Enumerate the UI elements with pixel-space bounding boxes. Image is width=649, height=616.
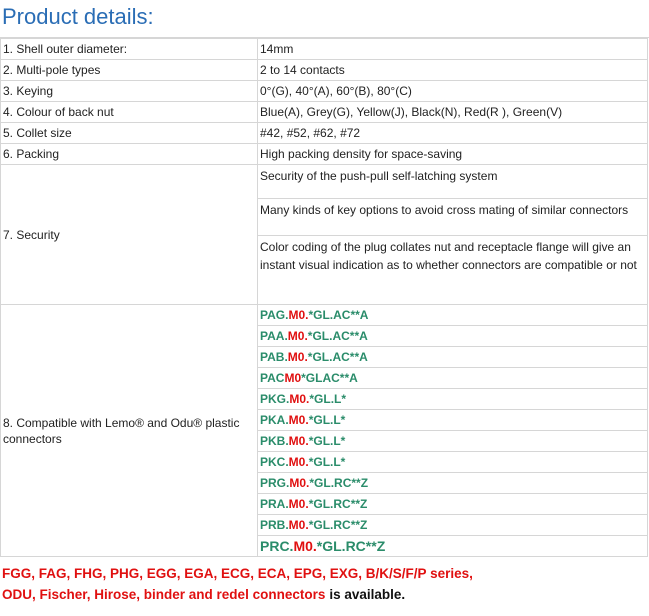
part-number: PAB.M0.*GL.AC**A [258, 347, 647, 368]
part-number: PRC.M0.*GL.RC**Z [258, 536, 647, 556]
part-segment: *GL.L* [308, 413, 346, 427]
row-value: 0°(G), 40°(A), 60°(B), 80°(C) [257, 80, 648, 102]
part-segment: PRB. [260, 518, 289, 532]
part-segment: M0. [288, 455, 309, 469]
row-label: 7. Security [0, 164, 258, 305]
series-text: FGG, FAG, FHG, PHG, EGG, EGA, ECG, ECA, … [2, 566, 473, 581]
table-row: 6. Packing High packing density for space… [0, 143, 648, 165]
part-segment: *GL.RC**Z [308, 497, 368, 511]
row-value: #42, #52, #62, #72 [257, 122, 648, 144]
part-number: PKG.M0.*GL.L* [258, 389, 647, 410]
footer-line: ODU, Fischer, Hirose, binder and redel c… [2, 584, 647, 605]
table-row: 3. Keying 0°(G), 40°(A), 60°(B), 80°(C) [0, 80, 648, 102]
table-row: 4. Colour of back nut Blue(A), Grey(G), Y… [0, 101, 648, 123]
security-item: Color coding of the plug collates nut an… [260, 240, 637, 272]
part-segment: *GL.L* [308, 455, 346, 469]
part-segment: PAB. [260, 350, 288, 364]
table-row: 1. Shell outer diameter: 14mm [0, 38, 648, 60]
part-segment: *GL.RC**Z [309, 476, 369, 490]
security-item: Security of the push-pull self-latching … [258, 165, 647, 199]
part-segment: M0. [287, 350, 308, 364]
part-segment: M0. [289, 392, 310, 406]
part-segment: M0. [287, 329, 308, 343]
part-segment: PAA. [260, 329, 288, 343]
part-segment: M0. [288, 518, 309, 532]
part-number: PACM0*GLAC**A [258, 368, 647, 389]
part-segment: M0 [284, 371, 302, 385]
row-value: High packing density for space-saving [257, 143, 648, 165]
row-label: 1. Shell outer diameter: [0, 38, 258, 60]
part-segment: PKA. [260, 413, 289, 427]
row-label: 6. Packing [0, 143, 258, 165]
row-value: Blue(A), Grey(G), Yellow(J), Black(N), R… [257, 101, 648, 123]
part-segment: PKG. [260, 392, 290, 406]
row-value: 2 to 14 contacts [257, 59, 648, 81]
part-segment: M0. [288, 413, 309, 427]
row-label: 4. Colour of back nut [0, 101, 258, 123]
part-number: PKC.M0.*GL.L* [258, 452, 647, 473]
part-segment: M0. [288, 308, 309, 322]
row-value: PAG.M0.*GL.AC**A PAA.M0.*GL.AC**A PAB.M0.*… [257, 304, 648, 557]
part-number: PAA.M0.*GL.AC**A [258, 326, 647, 347]
page-title: Product details: [0, 0, 649, 38]
part-segment: *GL.L* [309, 392, 347, 406]
part-segment: PAC [260, 371, 285, 385]
part-number: PKB.M0.*GL.L* [258, 431, 647, 452]
row-value: Security of the push-pull self-latching … [257, 164, 648, 305]
row-label: 8. Compatible with Lemo® and Odu® plasti… [0, 304, 258, 557]
table-row: 5. Collet size #42, #52, #62, #72 [0, 122, 648, 144]
part-segment: PRG. [260, 476, 290, 490]
table-row: 2. Multi-pole types 2 to 14 contacts [0, 59, 648, 81]
part-segment: M0. [289, 476, 310, 490]
row-label: 3. Keying [0, 80, 258, 102]
part-number: PRG.M0.*GL.RC**Z [258, 473, 647, 494]
part-number: PRA.M0.*GL.RC**Z [258, 494, 647, 515]
part-segment: *GL.AC**A [308, 308, 369, 322]
part-segment: *GLAC**A [301, 371, 358, 385]
part-segment: M0. [293, 538, 317, 554]
part-segment: PAG. [260, 308, 289, 322]
part-segment: PKC. [260, 455, 289, 469]
row-label: 5. Collet size [0, 122, 258, 144]
part-segment: *GL.AC**A [307, 350, 368, 364]
part-number: PRB.M0.*GL.RC**Z [258, 515, 647, 536]
part-segment: PKB. [260, 434, 289, 448]
note-text: is available. [329, 587, 406, 602]
part-segment: *GL.AC**A [307, 329, 368, 343]
security-item: Many kinds of key options to avoid cross… [258, 199, 647, 236]
brands-text: ODU, Fischer, Hirose, binder and redel c… [2, 587, 326, 602]
part-segment: *GL.L* [308, 434, 346, 448]
part-number: PAG.M0.*GL.AC**A [258, 305, 647, 326]
part-segment: M0. [288, 497, 309, 511]
part-number: PKA.M0.*GL.L* [258, 410, 647, 431]
footer-line: FGG, FAG, FHG, PHG, EGG, EGA, ECG, ECA, … [2, 563, 647, 584]
part-segment: PRA. [260, 497, 289, 511]
details-table: 1. Shell outer diameter: 14mm 2. Multi-pol… [0, 38, 648, 557]
part-segment: *GL.RC**Z [316, 538, 386, 554]
row-value: 14mm [257, 38, 648, 60]
footer: FGG, FAG, FHG, PHG, EGG, EGA, ECG, ECA, … [0, 557, 649, 605]
part-segment: *GL.RC**Z [308, 518, 368, 532]
part-segment: PRC. [260, 538, 294, 554]
part-segment: M0. [288, 434, 309, 448]
row-label: 2. Multi-pole types [0, 59, 258, 81]
table-row: 8. Compatible with Lemo® and Odu® plasti… [0, 304, 648, 557]
table-row: 7. Security Security of the push-pull sel… [0, 164, 648, 305]
